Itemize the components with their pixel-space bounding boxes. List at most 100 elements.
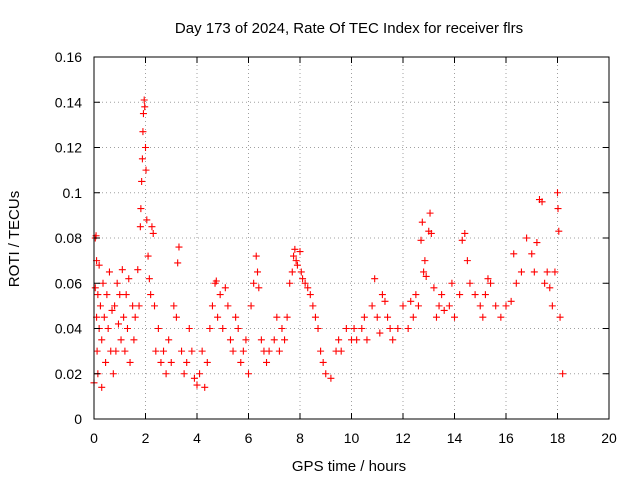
data-point [471,291,479,299]
x-tick-labels: 0 2 4 6 8 10 12 14 16 18 20 [90,430,617,446]
y-tick-label: 0.14 [55,94,82,110]
data-point [546,284,554,292]
y-tick-label: 0.02 [55,366,82,382]
data-point [245,370,252,378]
data-point [162,370,170,378]
data-point [299,275,307,283]
data-point [360,313,368,321]
data-point [555,227,563,235]
y-tick-label: 0.16 [55,49,82,65]
data-point [170,302,178,310]
data-point [112,347,120,355]
data-point [384,313,392,321]
data-point [136,223,144,231]
data-point [528,250,536,258]
data-point [129,302,137,310]
data-point [252,252,260,260]
data-point [206,325,214,332]
data-point [149,229,157,237]
data-point [142,166,150,174]
data-point [291,245,299,253]
data-point [394,325,402,332]
data-point [140,96,148,104]
data-point [185,325,193,332]
data-point [234,325,242,332]
data-point [143,216,151,224]
data-point [114,320,122,328]
data-point [409,313,417,321]
data-point [290,252,298,260]
data-point [196,370,204,378]
data-point [358,325,366,332]
y-tick-label: 0 [74,411,82,427]
data-point [322,370,330,378]
data-point [363,336,371,344]
data-point [368,302,376,310]
data-point [104,325,112,332]
data-point [435,302,443,310]
data-point [327,374,335,382]
data-point [95,261,103,269]
data-point [517,268,525,276]
data-point [530,268,538,276]
data-point [122,291,130,299]
data-point [109,370,117,378]
data-point [407,297,415,305]
data-point [373,313,381,321]
data-point [188,347,196,355]
data-point [183,358,191,366]
data-point [145,275,153,283]
data-point [389,336,397,344]
data-point [135,302,143,310]
data-point [247,302,255,310]
x-tick-label: 0 [90,430,98,446]
data-point [288,268,296,276]
data-point [126,358,134,366]
data-point [111,302,119,310]
data-point [229,347,237,355]
data-point [198,347,206,355]
data-point [125,275,133,283]
x-tick-label: 18 [550,430,566,446]
data-point [304,284,312,292]
data-point [142,144,149,151]
data-point [440,306,448,314]
data-point [281,336,289,344]
data-point [399,302,407,310]
data-point [141,103,149,111]
x-tick-label: 10 [344,430,360,446]
data-point [139,110,147,118]
x-tick-label: 12 [395,430,411,446]
data-point [219,325,227,332]
data-point [180,370,188,378]
data-point [190,374,198,382]
data-point [175,243,183,251]
x-axis-label: GPS time / hours [292,458,406,475]
data-point [144,252,152,260]
data-point [160,347,168,355]
data-point [492,302,500,310]
y-tick-label: 0.04 [55,321,82,337]
y-tick-label: 0.08 [55,230,82,246]
data-point [314,325,322,332]
data-point [412,291,420,299]
data-point [94,291,102,299]
data-point [378,291,386,299]
data-point [154,325,162,332]
data-point [237,358,245,366]
y-tick-label: 0.12 [55,140,82,156]
data-point [139,128,147,136]
data-point [255,284,263,292]
data-point [502,302,510,310]
data-point [131,313,139,321]
x-tick-label: 16 [498,430,514,446]
data-point [461,229,469,237]
data-point [121,347,129,355]
chart-title: Day 173 of 2024, Rate Of TEC Index for r… [175,20,523,37]
data-point [381,297,389,305]
data-point [102,358,110,366]
data-point [232,313,240,321]
data-point [342,325,350,332]
data-point [292,257,300,265]
data-point [512,279,520,287]
